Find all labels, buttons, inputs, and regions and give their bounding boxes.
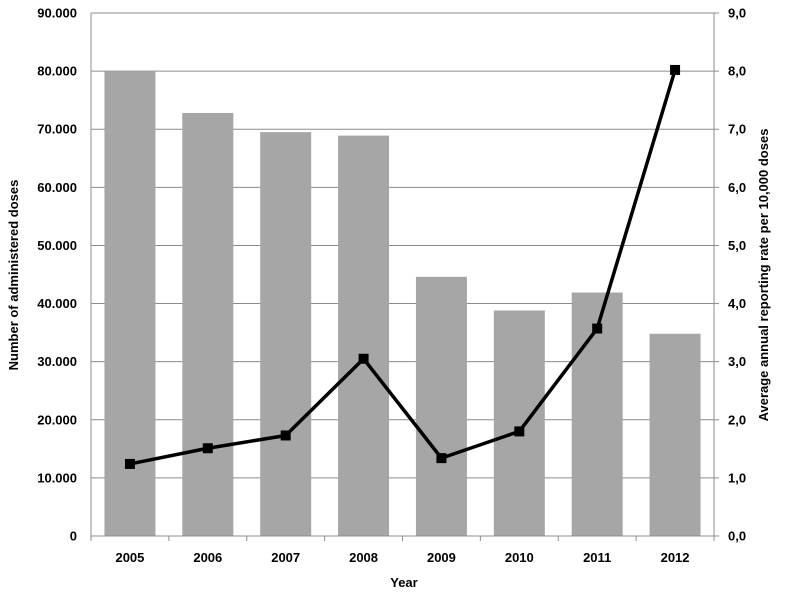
x-tick-label: 2006 [193,550,222,565]
y-tick-label: 70.000 [37,122,77,137]
right-axis-ticks: 0,0 1,0 2,0 3,0 4,0 5,0 6,0 7,0 8,0 9,0 [728,6,746,544]
bar [649,333,701,536]
y2-tick-label: 8,0 [728,64,746,79]
x-tick-label: 2008 [349,550,378,565]
bar [104,71,156,536]
x-tick-label: 2007 [271,550,300,565]
bar [493,310,545,536]
y-axis-title: Number of administered doses [6,180,21,371]
y-tick-label: 50.000 [37,238,77,253]
line-point-marker [280,430,291,441]
bar [415,276,467,536]
x-tick-label: 2009 [427,550,456,565]
axes [90,12,719,541]
y2-tick-label: 4,0 [728,296,746,311]
y2-tick-label: 5,0 [728,238,746,253]
y2-tick-label: 3,0 [728,354,746,369]
y-tick-label: 0 [70,529,77,544]
bar [182,112,234,536]
y2-tick-label: 2,0 [728,412,746,427]
x-axis-title: Year [390,575,417,590]
line-point-marker [670,64,681,75]
y-tick-label: 20.000 [37,412,77,427]
y-tick-label: 80.000 [37,64,77,79]
x-tick-label: 2005 [115,550,144,565]
bar [338,135,390,536]
x-tick-label: 2010 [505,550,534,565]
line-point-marker [514,426,525,437]
y2-tick-label: 9,0 [728,6,746,21]
left-axis-ticks: 0 10.000 20.000 30.000 40.000 50.000 60.000 70.… [37,6,77,544]
y-tick-label: 30.000 [37,354,77,369]
line-point-marker [124,458,135,469]
y2-tick-label: 1,0 [728,470,746,485]
y2-tick-label: 0,0 [728,529,746,544]
x-axis-ticks: 2005 2006 2007 2008 2009 2010 2011 2012 [115,550,689,565]
y-tick-label: 60.000 [37,180,77,195]
bar [260,132,312,536]
line-point-marker [436,453,447,464]
y2-tick-label: 6,0 [728,180,746,195]
x-tick-label: 2012 [661,550,690,565]
line-point-marker [592,323,603,334]
bar-series [104,71,701,536]
y-tick-label: 40.000 [37,296,77,311]
x-tick-label: 2011 [583,550,611,565]
line-series [124,64,681,469]
y-tick-label: 10.000 [37,470,77,485]
line-point-marker [358,353,369,364]
y2-axis-title: Average annual reporting rate per 10,000… [756,129,771,422]
y2-tick-label: 7,0 [728,122,746,137]
y-tick-label: 90.000 [37,6,77,21]
line-point-marker [202,443,213,454]
series-line [129,69,677,466]
